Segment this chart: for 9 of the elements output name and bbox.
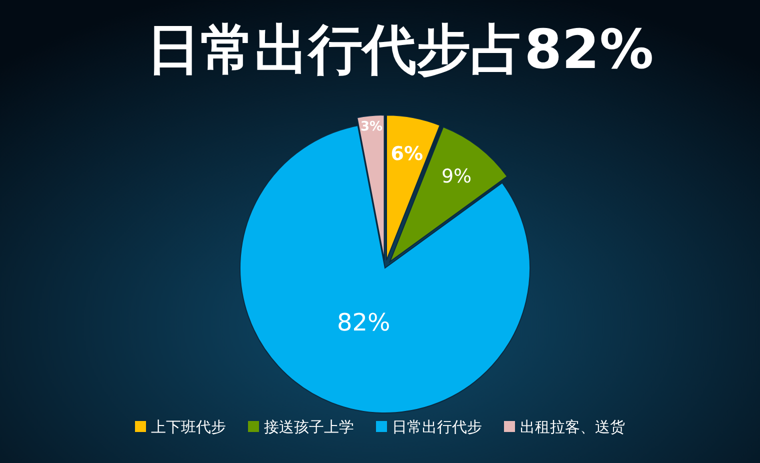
data-label: 3% [360, 119, 383, 134]
chart-title: 日常出行代步占82% [146, 18, 654, 81]
legend-label: 接送孩子上学 [264, 418, 354, 436]
data-label: 82% [336, 308, 390, 336]
data-label: 9% [441, 165, 472, 188]
legend-label: 出租拉客、送货 [520, 418, 625, 436]
slice-label: 日常出行代步 [392, 418, 482, 436]
legend-label: 上下班代步 [151, 418, 226, 436]
data-label: 6% [390, 142, 424, 165]
